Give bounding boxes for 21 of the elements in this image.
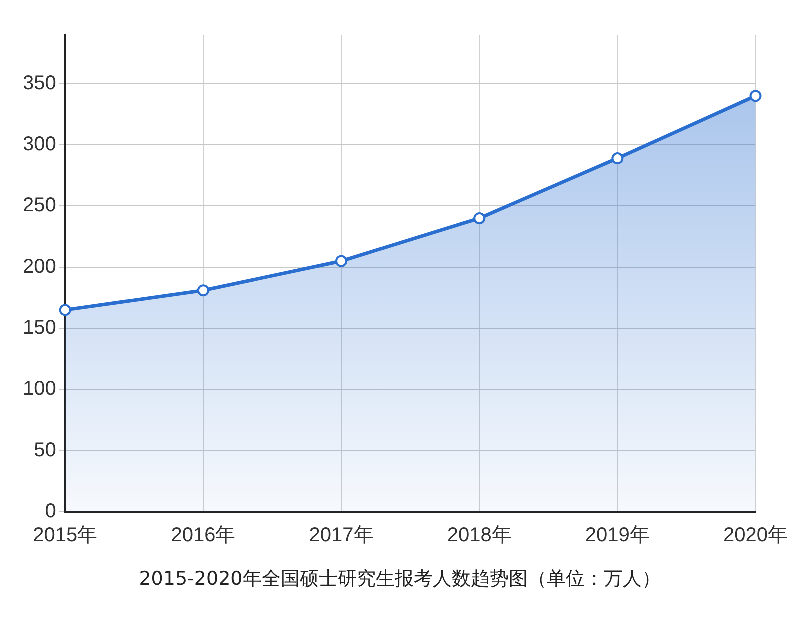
point: [612, 152, 624, 165]
x-tick-label: 2020年: [724, 524, 788, 547]
x-tick-label: 2016年: [171, 524, 236, 547]
x-tick-label: 2015年: [33, 524, 98, 547]
x-tick-label: 2017年: [309, 524, 374, 547]
x-tick-label: 2019年: [585, 524, 650, 547]
point: [197, 284, 210, 297]
text: 2015-2020年全国硕士研究生报考人数趋势图（单位：万人）: [138, 567, 662, 592]
point: [59, 304, 72, 316]
y-tick-label: 200: [22, 256, 56, 278]
point: [750, 90, 762, 102]
y-tick-label: 350: [22, 72, 56, 94]
y-tick-label: 150: [22, 317, 56, 340]
y-tick-label: 250: [22, 194, 56, 217]
y-tick-label: 50: [34, 439, 56, 462]
y-tick-label: 300: [22, 134, 56, 156]
y-tick-label: 100: [22, 378, 56, 400]
point: [474, 212, 486, 224]
point: [336, 255, 348, 268]
x-tick-label: 2018年: [447, 524, 512, 547]
y-tick-label: 0: [45, 500, 56, 523]
